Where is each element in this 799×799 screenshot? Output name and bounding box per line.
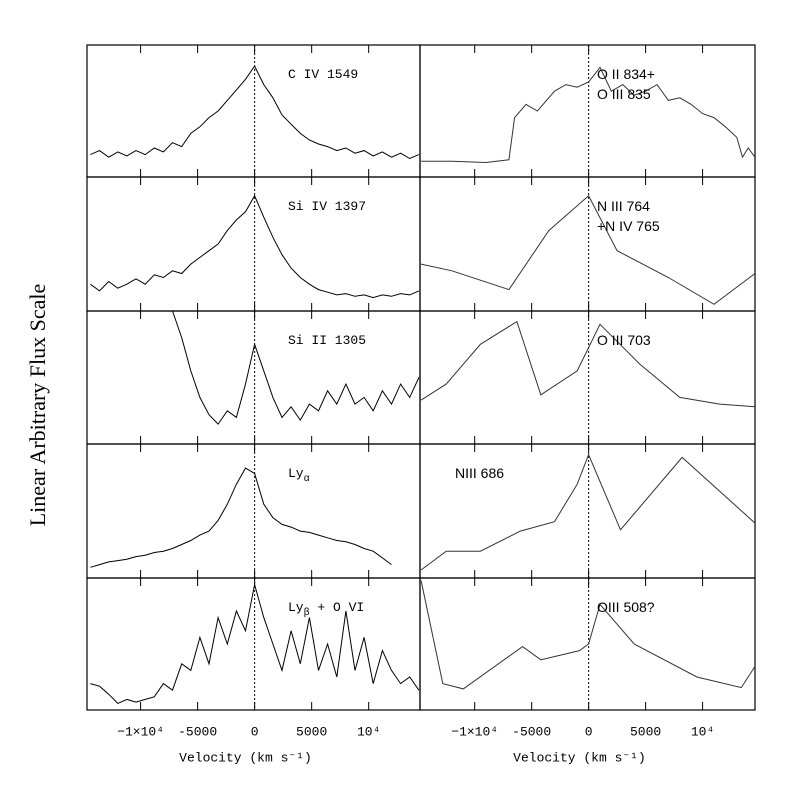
line-label: Lyα [288,466,310,484]
line-label: Si IV 1397 [288,199,366,214]
x-axis-label: Velocity (km s⁻¹) [179,750,312,765]
panel: N III 764 +N IV 765 [419,176,756,312]
x-tick-label: 5000 [630,724,661,739]
x-tick-label: −1×10⁴ [117,724,164,739]
panel: NIII 686 [419,443,756,579]
line-label: Si II 1305 [288,333,366,348]
spectrum-line [172,310,420,425]
y-axis-label: Linear Arbitrary Flux Scale [25,284,50,527]
line-label: O II 834+ [597,66,655,82]
line-label: O III 703 [597,332,651,348]
spectrum-line [420,580,756,690]
line-label-subscript: β [304,607,310,619]
line-label-text: Ly [288,466,304,481]
x-tick-label: 0 [251,724,259,739]
spectrum-line [90,65,420,160]
line-label: NIII 686 [455,465,504,481]
line-label: OIII 508? [597,599,655,615]
x-tick-label: 10⁴ [691,724,714,739]
line-label-text: NIII 686 [455,465,504,481]
line-label-subscript: α [304,474,310,485]
line-label-text: Ly [288,600,304,615]
x-tick-label: −1×10⁴ [451,724,498,739]
line-label: Lyβ + O VI [288,600,364,618]
spectrum-line [421,66,756,164]
panel: −1×10⁴ -5000 0 5000 10⁴ Velocity (km s⁻¹) OIII… [419,577,756,765]
x-tick-label: 0 [585,724,593,739]
line-label: N III 764 [597,198,650,214]
line-label-text: +N IV 765 [597,218,660,234]
spectrum-line [90,584,420,704]
line-label-text: Si IV 1397 [288,199,366,214]
panel-frame [419,577,756,711]
panel: O III 703 [419,310,756,445]
line-label-text: C IV 1549 [288,67,358,82]
line-label: +N IV 765 [597,218,660,234]
x-tick-label: 10⁴ [357,724,380,739]
spectrum-line [420,453,756,571]
line-label-text: O III 835 [597,86,651,102]
line-label-text: OIII 508? [597,599,655,615]
line-label-text: O III 703 [597,332,651,348]
line-label: O III 835 [597,86,651,102]
x-tick-label: -5000 [512,724,551,739]
line-label-text: O II 834+ [597,66,655,82]
x-axis-label: Velocity (km s⁻¹) [513,750,646,765]
x-tick-label: -5000 [178,724,217,739]
spectrum-line [90,194,420,299]
line-label-tail: + O VI [310,600,365,615]
line-label: C IV 1549 [288,67,358,82]
panel: −1×10⁴ -5000 0 5000 10⁴ Velocity (km s⁻¹) Lyβ … [86,577,421,765]
spectrum-line [420,195,756,305]
line-label-text: Si II 1305 [288,333,366,348]
line-label-text: N III 764 [597,198,650,214]
spectrum-line [90,467,392,568]
spectrum-line [420,320,756,408]
x-tick-label: 5000 [296,724,327,739]
